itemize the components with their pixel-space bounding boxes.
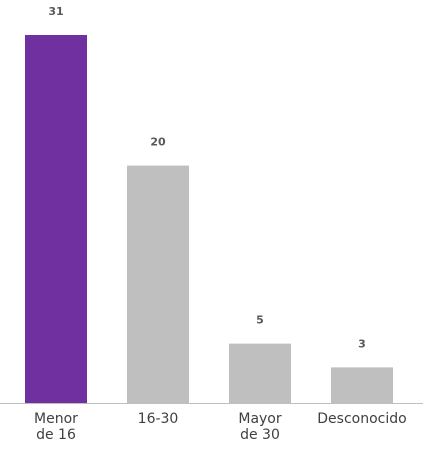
bar [229,343,291,403]
category-label-box: Menor de 16 [5,411,107,443]
category-label-box: Mayor de 30 [209,411,311,443]
value-label: 20 [150,136,166,149]
bar [127,165,189,403]
x-tick-label: Mayor de 30 [238,411,282,443]
value-label: 31 [48,5,63,18]
x-tick-label: Menor de 16 [34,411,78,443]
x-tick-label: Desconocido [317,411,407,427]
value-label: 5 [256,314,264,327]
bar [25,35,87,403]
value-label: 3 [358,337,366,350]
bar [331,367,393,403]
category-label-box: 16-30 [107,411,209,427]
x-tick-label: 16-30 [137,411,179,427]
category-label-box: Desconocido [311,411,413,427]
